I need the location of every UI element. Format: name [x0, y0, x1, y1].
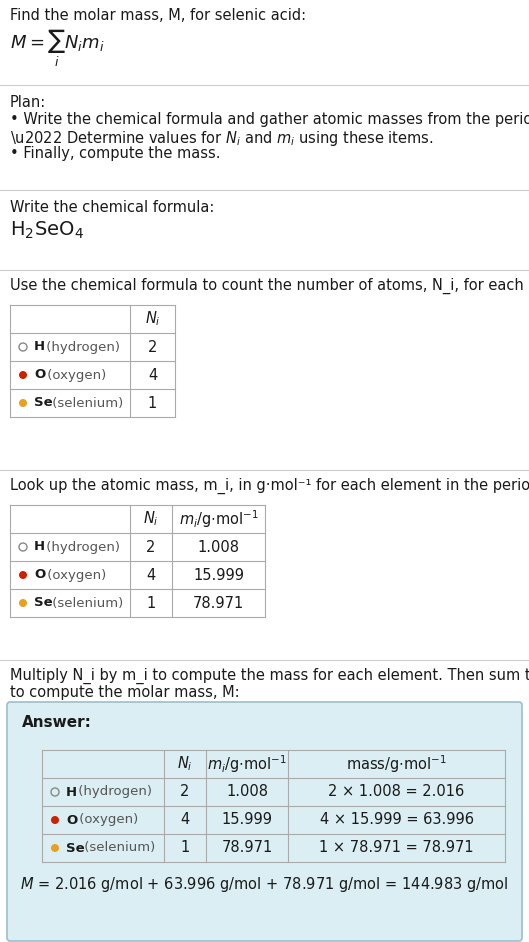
Text: H: H — [34, 541, 45, 554]
Text: 2: 2 — [180, 785, 190, 800]
Text: Plan:: Plan: — [10, 95, 46, 110]
Text: $N_i$: $N_i$ — [144, 310, 160, 329]
Text: 4 × 15.999 = 63.996: 4 × 15.999 = 63.996 — [320, 813, 473, 827]
Text: O: O — [34, 569, 45, 581]
Text: $m_i$/g$\cdot$mol$^{-1}$: $m_i$/g$\cdot$mol$^{-1}$ — [207, 754, 287, 775]
Text: (oxygen): (oxygen) — [43, 569, 106, 581]
Text: 4: 4 — [180, 813, 189, 827]
Text: (hydrogen): (hydrogen) — [41, 340, 120, 353]
Text: H: H — [66, 786, 77, 799]
Text: 78.971: 78.971 — [193, 595, 244, 610]
Text: (selenium): (selenium) — [48, 596, 123, 609]
Circle shape — [19, 371, 27, 379]
Text: • Write the chemical formula and gather atomic masses from the periodic table.: • Write the chemical formula and gather … — [10, 112, 529, 127]
Text: H: H — [34, 340, 45, 353]
Text: to compute the molar mass, M:: to compute the molar mass, M: — [10, 685, 240, 700]
Text: 1: 1 — [180, 840, 189, 855]
Text: Find the molar mass, M, for selenic acid:: Find the molar mass, M, for selenic acid… — [10, 8, 306, 23]
Circle shape — [19, 571, 27, 579]
Text: 1: 1 — [148, 396, 157, 411]
Text: • Finally, compute the mass.: • Finally, compute the mass. — [10, 146, 221, 161]
Text: $\mathrm{H_2SeO_4}$: $\mathrm{H_2SeO_4}$ — [10, 220, 84, 241]
FancyBboxPatch shape — [7, 702, 522, 941]
Text: O: O — [34, 368, 45, 382]
Text: 4: 4 — [147, 567, 156, 582]
Circle shape — [19, 599, 27, 607]
Text: 78.971: 78.971 — [221, 840, 272, 855]
Text: (selenium): (selenium) — [48, 397, 123, 410]
Circle shape — [51, 844, 59, 852]
Text: $N_i$: $N_i$ — [177, 755, 193, 773]
Text: (selenium): (selenium) — [80, 841, 155, 854]
Text: \u2022 Determine values for $N_i$ and $m_i$ using these items.: \u2022 Determine values for $N_i$ and $m… — [10, 129, 434, 148]
Text: $m_i$/g$\cdot$mol$^{-1}$: $m_i$/g$\cdot$mol$^{-1}$ — [179, 508, 259, 529]
Text: Se: Se — [34, 397, 52, 410]
Text: 2: 2 — [148, 339, 157, 354]
Text: $M$ = 2.016 g/mol + 63.996 g/mol + 78.971 g/mol = 144.983 g/mol: $M$ = 2.016 g/mol + 63.996 g/mol + 78.97… — [20, 874, 509, 894]
Text: 2: 2 — [147, 540, 156, 555]
Circle shape — [51, 816, 59, 824]
Text: 15.999: 15.999 — [193, 567, 244, 582]
Text: Use the chemical formula to count the number of atoms, N_i, for each element:: Use the chemical formula to count the nu… — [10, 278, 529, 294]
Text: Se: Se — [66, 841, 85, 854]
Text: Answer:: Answer: — [22, 715, 92, 730]
Text: 1 × 78.971 = 78.971: 1 × 78.971 = 78.971 — [319, 840, 474, 855]
Text: mass/g$\cdot$mol$^{-1}$: mass/g$\cdot$mol$^{-1}$ — [346, 754, 447, 775]
Text: 1.008: 1.008 — [226, 785, 268, 800]
Text: 1: 1 — [147, 595, 156, 610]
Text: Multiply N_i by m_i to compute the mass for each element. Then sum those values: Multiply N_i by m_i to compute the mass … — [10, 668, 529, 684]
Text: (hydrogen): (hydrogen) — [41, 541, 120, 554]
Text: 1.008: 1.008 — [197, 540, 240, 555]
Text: $M = \sum_i N_i m_i$: $M = \sum_i N_i m_i$ — [10, 28, 104, 69]
Text: 4: 4 — [148, 367, 157, 382]
Text: Se: Se — [34, 596, 52, 609]
Text: $N_i$: $N_i$ — [143, 510, 159, 528]
Text: 15.999: 15.999 — [222, 813, 272, 827]
Text: Look up the atomic mass, m_i, in g·mol⁻¹ for each element in the periodic table:: Look up the atomic mass, m_i, in g·mol⁻¹… — [10, 478, 529, 495]
Text: (oxygen): (oxygen) — [43, 368, 106, 382]
Text: O: O — [66, 814, 77, 826]
Text: Write the chemical formula:: Write the chemical formula: — [10, 200, 214, 215]
Text: 2 × 1.008 = 2.016: 2 × 1.008 = 2.016 — [329, 785, 464, 800]
Circle shape — [19, 399, 27, 407]
Text: (hydrogen): (hydrogen) — [74, 786, 151, 799]
Text: (oxygen): (oxygen) — [75, 814, 138, 826]
